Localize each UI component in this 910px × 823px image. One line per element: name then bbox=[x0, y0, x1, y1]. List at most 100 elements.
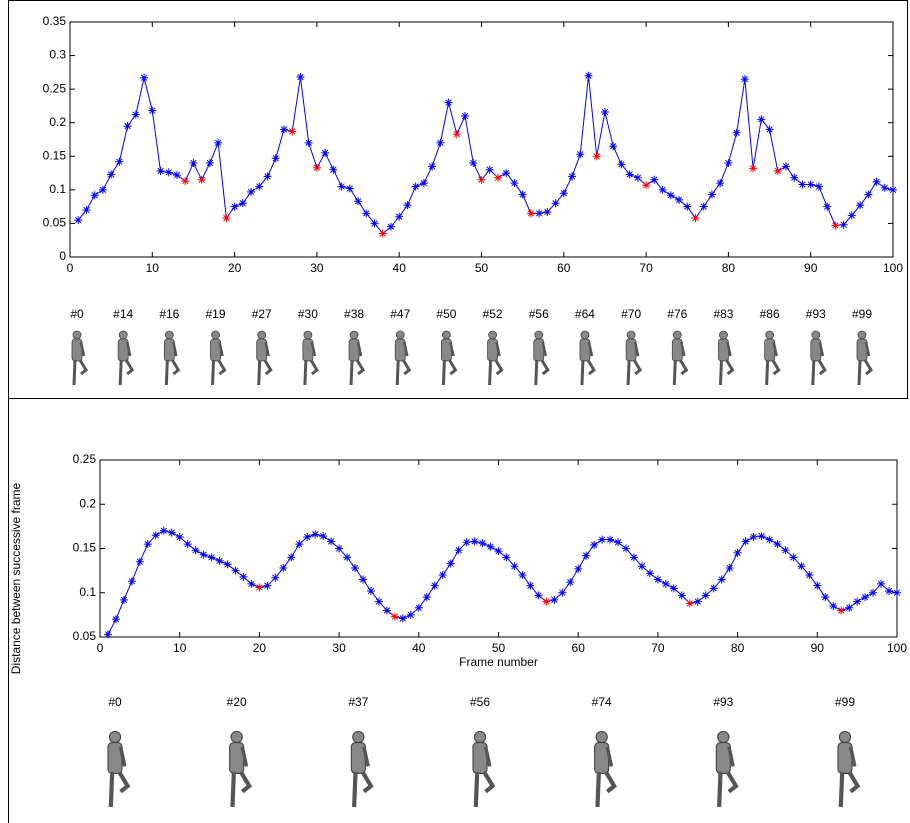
figure-thumbnail bbox=[256, 330, 273, 386]
figure-arm bbox=[218, 341, 224, 357]
data-marker bbox=[645, 569, 654, 578]
data-marker bbox=[861, 593, 870, 602]
figure-head bbox=[672, 330, 682, 340]
data-marker bbox=[666, 191, 675, 200]
data-marker bbox=[614, 538, 623, 547]
data-marker bbox=[813, 581, 822, 590]
x-axis-label: Frame number bbox=[459, 655, 538, 669]
data-marker bbox=[709, 584, 718, 593]
figure-arm bbox=[541, 341, 547, 357]
data-marker bbox=[502, 553, 511, 562]
figure-head bbox=[765, 330, 775, 340]
figure-leg bbox=[118, 359, 135, 386]
data-marker bbox=[568, 172, 577, 181]
data-marker bbox=[436, 138, 445, 147]
frame-label: #56 bbox=[470, 695, 490, 709]
figure-thumbnail bbox=[625, 330, 643, 386]
data-marker bbox=[279, 125, 288, 134]
key-frame-marker bbox=[773, 167, 782, 176]
data-marker bbox=[444, 98, 453, 107]
data-marker bbox=[366, 586, 375, 595]
data-marker bbox=[303, 532, 312, 541]
data-marker bbox=[839, 220, 848, 229]
data-marker bbox=[741, 537, 750, 546]
frame-label: #20 bbox=[227, 695, 247, 709]
key-frame-marker bbox=[255, 583, 264, 592]
figure-arm bbox=[356, 341, 363, 357]
data-marker bbox=[189, 159, 198, 167]
data-marker bbox=[354, 197, 363, 206]
data-marker bbox=[239, 572, 248, 581]
data-marker bbox=[231, 566, 240, 575]
figure-thumbnail bbox=[302, 330, 319, 386]
data-marker bbox=[582, 551, 591, 560]
data-marker bbox=[345, 184, 354, 193]
data-marker bbox=[263, 172, 272, 181]
figure-arm bbox=[864, 341, 871, 357]
data-marker bbox=[183, 540, 192, 549]
data-marker bbox=[669, 584, 678, 593]
data-marker bbox=[534, 591, 543, 600]
figure-head bbox=[164, 330, 174, 340]
data-marker bbox=[359, 575, 368, 584]
data-marker bbox=[814, 182, 823, 191]
data-marker bbox=[98, 185, 107, 194]
data-marker bbox=[806, 180, 815, 189]
figure-thumbnail bbox=[472, 730, 496, 808]
data-marker bbox=[127, 577, 136, 586]
data-marker bbox=[143, 540, 152, 549]
data-marker bbox=[633, 173, 642, 182]
data-marker bbox=[765, 125, 774, 134]
data-marker bbox=[159, 526, 168, 535]
data-marker bbox=[351, 563, 360, 572]
data-marker bbox=[576, 150, 585, 159]
x-tick-label: 70 bbox=[651, 641, 665, 655]
figure-head bbox=[303, 330, 313, 340]
figure-thumbnail bbox=[229, 730, 253, 808]
frame-label: #27 bbox=[252, 307, 272, 321]
frame-label: #37 bbox=[348, 695, 368, 709]
data-marker bbox=[510, 179, 519, 188]
data-marker bbox=[135, 557, 144, 566]
data-marker bbox=[247, 187, 256, 196]
figure-head bbox=[717, 730, 730, 744]
data-marker bbox=[625, 170, 634, 179]
figure-thumbnail bbox=[487, 330, 504, 386]
data-marker bbox=[885, 586, 894, 595]
data-marker bbox=[717, 575, 726, 584]
frame-label: #14 bbox=[113, 307, 133, 321]
data-marker bbox=[782, 162, 791, 171]
key-frame-marker bbox=[642, 181, 651, 190]
data-marker bbox=[550, 595, 559, 604]
data-marker bbox=[140, 73, 149, 82]
data-marker bbox=[716, 179, 725, 188]
figure-arm bbox=[680, 341, 686, 357]
data-marker bbox=[502, 169, 511, 178]
key-frame-marker bbox=[378, 229, 387, 238]
key-frame-marker bbox=[288, 127, 297, 136]
x-tick-label: 80 bbox=[722, 261, 736, 275]
data-marker bbox=[609, 142, 618, 151]
figure-thumbnail bbox=[671, 330, 689, 386]
data-marker bbox=[446, 559, 455, 568]
data-marker bbox=[574, 564, 583, 573]
y-tick-label: 0.35 bbox=[43, 14, 67, 28]
data-marker bbox=[148, 106, 157, 115]
data-marker bbox=[856, 201, 865, 210]
figure-thumbnail bbox=[715, 730, 739, 808]
figure-arm bbox=[818, 341, 825, 357]
figure-arm bbox=[362, 746, 370, 767]
data-marker bbox=[296, 73, 305, 82]
key-frame-marker bbox=[542, 597, 551, 606]
frame-label: #93 bbox=[713, 695, 733, 709]
figure-head bbox=[230, 730, 243, 744]
data-marker bbox=[337, 182, 346, 191]
data-marker bbox=[374, 597, 383, 606]
y-tick-label: 0.05 bbox=[43, 216, 67, 230]
data-marker bbox=[414, 603, 423, 612]
x-tick-label: 50 bbox=[492, 641, 506, 655]
figure-head bbox=[626, 330, 636, 340]
key-frame-marker bbox=[493, 173, 502, 182]
frame-label: #47 bbox=[390, 307, 410, 321]
data-marker bbox=[230, 202, 239, 211]
